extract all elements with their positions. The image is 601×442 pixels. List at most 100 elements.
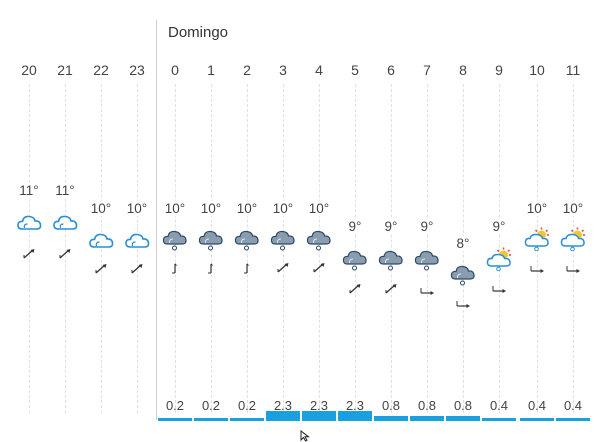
- hour-label: 6: [387, 62, 395, 78]
- cloud-snow-icon: [378, 250, 403, 271]
- forecast-column: 8 8° 0.8: [445, 0, 481, 439]
- column-guide-line: [65, 84, 66, 413]
- precipitation-value: 0.8: [417, 398, 437, 413]
- forecast-column: 20 11°: [11, 0, 47, 439]
- precipitation-bar: [446, 416, 480, 421]
- precipitation-value: 2.3: [273, 398, 293, 413]
- cloud-snow-icon: [234, 230, 259, 251]
- precipitation-bar: [302, 411, 336, 421]
- temperature-label: 9°: [337, 219, 373, 234]
- forecast-column: 5 9° 2.3: [337, 0, 373, 439]
- temperature-label: 11°: [11, 183, 47, 198]
- hour-label: 20: [21, 62, 37, 78]
- hour-label: 5: [351, 62, 359, 78]
- cloud-snow-icon: [450, 265, 475, 286]
- precipitation-bar: [482, 418, 516, 421]
- cloud-snow-icon: [198, 230, 223, 251]
- temperature-label: 9°: [373, 219, 409, 234]
- hour-label: 21: [57, 62, 73, 78]
- sun-cloud-snow-icon: [486, 247, 511, 271]
- hour-label: 23: [129, 62, 145, 78]
- wind-direction-icon: [277, 263, 289, 273]
- day-label: Domingo: [168, 24, 229, 41]
- temperature-label: 10°: [265, 201, 301, 216]
- precipitation-value: 0.2: [237, 398, 257, 413]
- precipitation-value: 0.8: [381, 398, 401, 413]
- wind-direction-icon: [349, 284, 361, 294]
- temperature-label: 10°: [193, 201, 229, 216]
- forecast-column: 23 10°: [119, 0, 155, 439]
- hour-label: 4: [315, 62, 323, 78]
- forecast-column: 11 10° 0.4: [555, 0, 591, 439]
- precipitation-bar: [266, 411, 300, 421]
- column-guide-line: [137, 84, 138, 413]
- precipitation-value: 0.4: [563, 398, 583, 413]
- cloud-snow-icon: [414, 250, 439, 271]
- temperature-label: 11°: [47, 183, 83, 198]
- precipitation-value: 0.2: [201, 398, 221, 413]
- wind-direction-icon: [492, 286, 506, 293]
- wind-direction-icon: [95, 264, 107, 274]
- cloud-snow-icon: [342, 250, 367, 271]
- wind-direction-icon: [131, 264, 143, 274]
- cloud-snow-icon: [270, 230, 295, 251]
- wind-direction-icon: [244, 263, 250, 274]
- hour-label: 0: [171, 62, 179, 78]
- hour-label: 11: [565, 62, 581, 78]
- column-guide-line: [499, 84, 500, 413]
- hour-label: 22: [93, 62, 109, 78]
- hour-label: 7: [423, 62, 431, 78]
- forecast-column: 7 9° 0.8: [409, 0, 445, 439]
- precipitation-bar: [194, 418, 228, 421]
- precipitation-value: 2.3: [345, 398, 365, 413]
- wind-direction-icon: [208, 263, 214, 274]
- column-guide-line: [391, 84, 392, 413]
- mouse-cursor-icon: [300, 430, 310, 442]
- column-guide-line: [355, 84, 356, 413]
- day-divider: [156, 20, 157, 420]
- hour-label: 9: [495, 62, 503, 78]
- forecast-column: 10 10° 0.4: [519, 0, 555, 439]
- precipitation-bar: [158, 418, 192, 421]
- wind-direction-icon: [530, 266, 544, 273]
- temperature-label: 10°: [119, 201, 155, 216]
- hour-label: 10: [529, 62, 545, 78]
- temperature-label: 8°: [445, 236, 481, 251]
- cloud-outline-icon: [17, 215, 42, 230]
- wind-direction-icon: [385, 284, 397, 294]
- cloud-snow-icon: [306, 230, 331, 251]
- wind-direction-icon: [23, 249, 35, 259]
- forecast-column: 0 10° 0.2: [157, 0, 193, 439]
- cloud-outline-icon: [89, 233, 114, 248]
- precipitation-value: 0.8: [453, 398, 473, 413]
- cloud-outline-icon: [125, 233, 150, 248]
- precipitation-bar: [374, 416, 408, 421]
- wind-direction-icon: [566, 266, 580, 273]
- cloud-outline-icon: [53, 215, 78, 230]
- temperature-label: 9°: [409, 219, 445, 234]
- precipitation-bar: [230, 418, 264, 421]
- cloud-snow-icon: [162, 230, 187, 251]
- sun-cloud-snow-icon: [560, 227, 585, 251]
- hour-label: 2: [243, 62, 251, 78]
- precipitation-bar: [556, 418, 590, 421]
- forecast-column: 6 9° 0.8: [373, 0, 409, 439]
- precipitation-bar: [520, 418, 554, 421]
- forecast-column: 9 9° 0.4: [481, 0, 517, 439]
- forecast-column: 4 10° 2.3: [301, 0, 337, 439]
- temperature-label: 10°: [519, 201, 555, 216]
- precipitation-value: 0.4: [489, 398, 509, 413]
- precipitation-value: 0.2: [165, 398, 185, 413]
- forecast-column: 2 10° 0.2: [229, 0, 265, 439]
- temperature-label: 10°: [83, 201, 119, 216]
- hour-label: 3: [279, 62, 287, 78]
- forecast-column: 1 10° 0.2: [193, 0, 229, 439]
- temperature-label: 9°: [481, 219, 517, 234]
- precipitation-bar: [338, 411, 372, 421]
- forecast-column: 3 10° 2.3: [265, 0, 301, 439]
- temperature-label: 10°: [555, 201, 591, 216]
- wind-direction-icon: [456, 301, 470, 308]
- wind-direction-icon: [313, 263, 325, 273]
- wind-direction-icon: [420, 288, 434, 295]
- column-guide-line: [427, 84, 428, 413]
